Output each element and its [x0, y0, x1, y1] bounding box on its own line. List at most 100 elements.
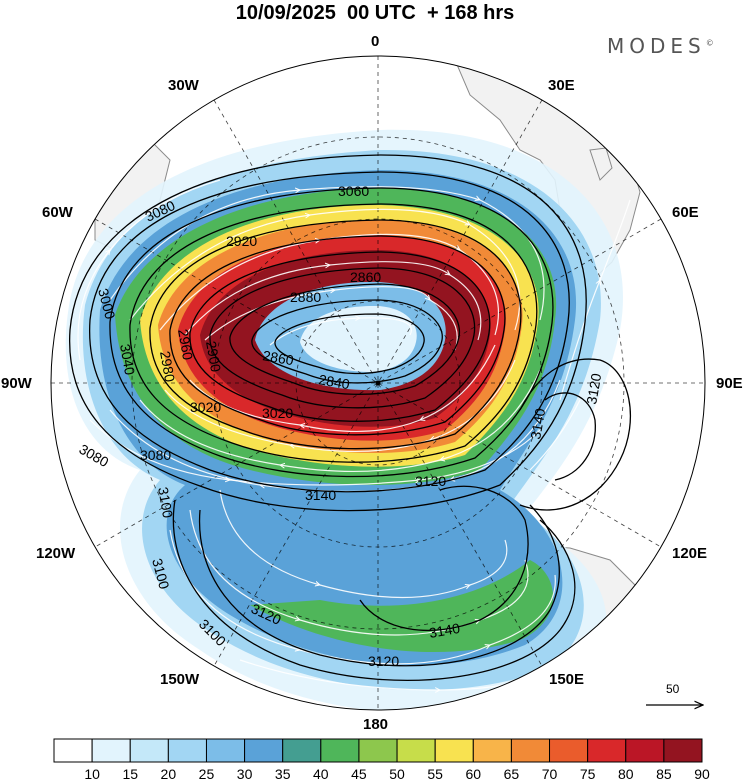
colorbar-tick-label: 40 — [313, 766, 329, 782]
longitude-label-30e: 30E — [548, 77, 575, 94]
modes-logo: MODES© — [607, 34, 714, 58]
contour-3060 — [89, 171, 570, 493]
colorbar-tick-label: 80 — [617, 766, 634, 782]
contour-label: 3100 — [149, 557, 173, 591]
longitude-label-60w: 60W — [42, 204, 73, 221]
colorbar-tick-label: 20 — [160, 766, 177, 782]
reference-vector-label: 50 — [666, 682, 680, 696]
contour-2980 — [169, 235, 506, 436]
colorbar-swatch — [663, 738, 703, 763]
longitude-label-150e: 150E — [549, 671, 585, 688]
colorbar-swatch — [472, 738, 512, 763]
map-border — [50, 55, 706, 711]
contour-label: 3080 — [140, 447, 171, 463]
longitude-label-120w: 120W — [36, 545, 76, 562]
contour-2900 — [229, 283, 461, 395]
streamline — [189, 344, 496, 433]
contour-2880 — [251, 299, 443, 384]
streamline — [109, 186, 545, 321]
contour-label: 2980 — [157, 350, 178, 384]
contour-3080 — [68, 154, 587, 512]
colorbar-swatch — [510, 738, 551, 763]
colorbar-swatch — [358, 738, 398, 763]
colorbar-swatch — [396, 738, 436, 763]
colorbar-tick-label: 85 — [656, 766, 672, 782]
colorbar-tick-label: 70 — [541, 766, 558, 782]
colorbar-tick-label: 15 — [122, 766, 139, 782]
contour-2860 — [274, 313, 425, 375]
contour-label: 3020 — [190, 399, 221, 415]
contour-3100 — [172, 499, 576, 682]
colorbar-tick-label: 30 — [236, 766, 253, 782]
streamline — [529, 399, 581, 471]
contour-label: 3120 — [583, 372, 604, 406]
meridian-line — [94, 218, 662, 548]
longitude-label-120e: 120E — [672, 545, 708, 562]
contour-label: 2920 — [226, 233, 257, 249]
streamline — [77, 179, 221, 361]
contour-3000 — [149, 219, 522, 450]
streamline — [559, 199, 631, 401]
streamline — [139, 369, 541, 472]
southern-shade-45 — [250, 560, 554, 653]
contour-label: 2900 — [203, 340, 224, 374]
longitude-label-150w: 150W — [160, 671, 200, 688]
streamline — [159, 233, 499, 336]
contour-3040 — [109, 187, 554, 478]
contour-3140 — [359, 485, 529, 632]
contour-label: 3040 — [117, 343, 138, 377]
meridian-line — [213, 99, 543, 667]
colorbar-swatch — [205, 738, 246, 763]
colorbar-tick-label: 55 — [427, 766, 443, 782]
contour-3120 — [198, 504, 560, 667]
brand-text: MODES — [607, 34, 706, 58]
colorbar-swatch — [167, 738, 207, 763]
colorbar-swatch — [282, 738, 322, 763]
contour-label: 2860 — [350, 269, 381, 285]
longitude-label-0: 0 — [371, 33, 380, 50]
copyright-mark: © — [705, 38, 714, 48]
contour-label: 3140 — [527, 407, 548, 441]
colorbar-tick-label: 75 — [579, 766, 596, 782]
streamline — [89, 419, 541, 486]
contour-label: 3000 — [95, 287, 119, 321]
colorbar-tick-label: 45 — [351, 766, 367, 782]
contour-3020 — [129, 203, 538, 463]
colorbar-swatch — [91, 738, 131, 763]
madagascar-landmass — [589, 147, 613, 181]
colorbar-tick-label: 65 — [503, 766, 520, 782]
map-title: 10/09/2025 00 UTC + 168 hrs — [235, 2, 515, 24]
contour-label: 3120 — [368, 653, 399, 669]
streamline — [169, 529, 556, 665]
colorbar-tick-label: 60 — [465, 766, 482, 782]
contour-label: 3140 — [305, 487, 336, 503]
contour-2920 — [209, 267, 476, 409]
colorbar-swatch — [320, 738, 360, 763]
meridian-line — [94, 218, 662, 548]
streamline — [204, 286, 458, 351]
vortex-inner-shade — [300, 305, 417, 372]
contour-3140-inner — [544, 392, 596, 481]
streamline — [189, 509, 529, 636]
colorbar-tick-label: 10 — [84, 766, 100, 782]
colorbar-tick-label: 35 — [274, 766, 291, 782]
contour-label: 2960 — [175, 328, 196, 362]
colorbar-swatch — [129, 738, 169, 763]
colorbar-tick-label: 90 — [694, 766, 710, 782]
colorbar-swatch — [549, 738, 589, 763]
contour-3120-east — [519, 358, 632, 511]
longitude-label-30w: 30W — [168, 77, 199, 94]
contour-label: 2860 — [261, 347, 295, 368]
contour-2960 — [189, 251, 491, 422]
streamline — [219, 489, 508, 599]
colorbar-swatch — [434, 738, 474, 763]
meridian-line — [213, 99, 543, 667]
colorbar-swatch — [587, 738, 627, 763]
colorbar-swatch — [625, 738, 665, 763]
longitude-label-60e: 60E — [672, 204, 699, 221]
colorbar-tick-label: 50 — [389, 766, 405, 782]
contour-label: 3020 — [262, 405, 293, 421]
colorbar — [53, 738, 703, 763]
